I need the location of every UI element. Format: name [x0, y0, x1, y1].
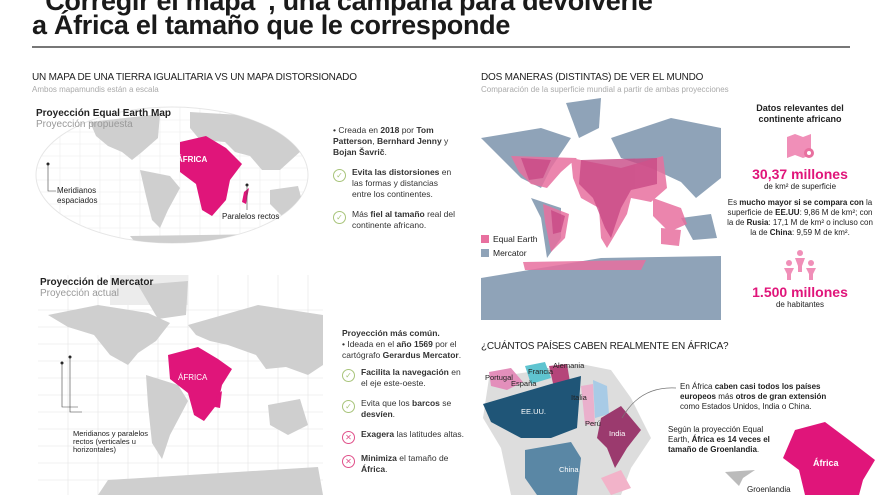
benefit-item: ✓ Facilita la navegación en el eje este-o…	[342, 367, 467, 389]
people-icon	[784, 250, 816, 280]
mercator-title: Proyección de Mercator	[40, 277, 154, 288]
legend-swatch-mercator	[481, 249, 489, 257]
stats-panel: Datos relevantes del continente africano…	[725, 103, 875, 309]
map-pin-icon	[787, 134, 814, 158]
callout-line	[621, 387, 677, 419]
mercator-subtitle: Proyección actual	[40, 288, 119, 299]
note-mercator-grid: Meridianos y paralelos rectos (verticale…	[73, 429, 149, 454]
label-china: China	[559, 465, 579, 474]
africa-big-label: África	[813, 458, 840, 468]
left-section-subheading: Ambos mapamundis están a escala	[32, 85, 159, 94]
label-italia: Italia	[571, 393, 588, 402]
map-legend: Equal Earth Mercator	[481, 234, 537, 258]
title-line-1: “Corregir el mapa”, una campaña para dev…	[32, 0, 653, 16]
label-eeuu: EE.UU.	[521, 407, 546, 416]
africa-callout: En África caben casi todos los países eu…	[680, 382, 827, 411]
drawback-item: ✕ Minimiza el tamaño de África.	[342, 453, 467, 475]
equal-earth-map: ÁFRICA	[35, 106, 309, 244]
label-espana: España	[511, 379, 537, 388]
equal-earth-title: Proyección Equal Earth Map	[36, 108, 172, 119]
check-icon: ✓	[342, 369, 355, 382]
label-peru: Perú	[585, 419, 601, 428]
equal-earth-info: • Creada en 2018 por Tom Patterson, Bern…	[333, 125, 458, 231]
area-unit: de km² de superficie	[763, 182, 837, 191]
label-alemania: Alemania	[553, 361, 585, 370]
right-section-subheading: Comparación de la superficie mundial a p…	[481, 85, 729, 94]
africa-greenland-map: África Groenlandia	[725, 422, 875, 495]
label-india: India	[609, 429, 626, 438]
benefit-item: ✓ Evita que los barcos se desvíen.	[342, 398, 467, 420]
legend-swatch-equal-earth	[481, 235, 489, 243]
check-icon: ✓	[342, 400, 355, 413]
greenland-label: Groenlandia	[747, 485, 791, 494]
mercator-intro: • Ideada en el año 1569 por el cartógraf…	[342, 339, 462, 360]
left-section-heading: UN MAPA DE UNA TIERRA IGUALITARIA VS UN …	[32, 72, 357, 83]
legend-mercator: Mercator	[493, 248, 527, 258]
comparison-map	[481, 98, 721, 320]
benefit-item: ✓ Más fiel al tamaño real del continente …	[333, 209, 458, 231]
area-comparison: Es mucho mayor si se compara con la supe…	[727, 198, 873, 237]
mercator-info: Proyección más común. • Ideada en el año…	[342, 328, 467, 475]
check-icon: ✓	[333, 211, 346, 224]
equal-earth-intro: • Creada en 2018 por Tom Patterson, Bern…	[333, 125, 449, 157]
cross-icon: ✕	[342, 455, 355, 468]
title-line-2: a África el tamaño que le corresponde	[32, 10, 511, 40]
population-value: 1.500 millones	[752, 284, 848, 300]
benefit-item: ✓ Evita las distorsiones en las formas y …	[333, 167, 458, 200]
greenland-comparison: Según la proyección Equal Earth, África …	[668, 425, 770, 454]
population-unit: de habitantes	[775, 300, 825, 309]
mercator-africa-label: ÁFRICA	[178, 373, 208, 382]
right-section-heading: DOS MANERAS (DISTINTAS) DE VER EL MUNDO	[481, 72, 704, 83]
legend-equal-earth: Equal Earth	[493, 234, 538, 244]
cross-icon: ✕	[342, 431, 355, 444]
africa-countries-map: Portugal España Francia Alemania Italia …	[483, 361, 651, 495]
equal-earth-subtitle: Proyección propuesta	[36, 119, 133, 130]
label-portugal: Portugal	[485, 373, 513, 382]
divider	[32, 46, 850, 48]
note-parallels: Paralelos rectos	[222, 212, 280, 221]
mercator-heading: Proyección más común.	[342, 328, 440, 338]
check-icon: ✓	[333, 169, 346, 182]
stats-heading: Datos relevantes del continente africano	[756, 103, 844, 124]
area-value: 30,37 millones	[752, 166, 848, 182]
bottom-section-heading: ¿CUÁNTOS PAÍSES CABEN REALMENTE EN ÁFRIC…	[481, 341, 729, 352]
drawback-item: ✕ Exagera las latitudes altas.	[342, 429, 467, 444]
mercator-map: ÁFRICA	[38, 275, 323, 495]
note-meridians: Meridianos espaciados	[57, 186, 98, 205]
label-francia: Francia	[528, 367, 554, 376]
africa-label: ÁFRICA	[177, 155, 207, 164]
